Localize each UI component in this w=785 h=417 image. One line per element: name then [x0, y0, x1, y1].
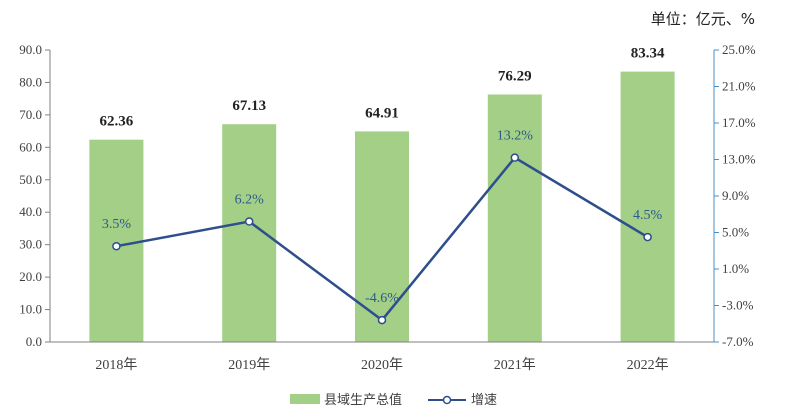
line-series: 3.5% 6.2% -4.6% 13.2% 4.5% — [102, 129, 663, 325]
bar-value-label: 83.34 — [631, 46, 665, 62]
line-value-label: 6.2% — [235, 193, 265, 208]
right-tick-label: 9.0% — [722, 188, 749, 203]
left-tick-label: 30.0 — [19, 237, 42, 252]
legend-line-label: 增速 — [471, 393, 497, 408]
right-tick-label: 1.0% — [722, 261, 749, 276]
left-tick-label: 20.0 — [19, 269, 42, 284]
legend-bar-swatch — [290, 394, 320, 404]
bar-value-label: 62.36 — [100, 114, 134, 130]
left-tick-label: 40.0 — [19, 204, 42, 219]
right-axis: -7.0% -3.0% 1.0% 5.0% 9.0% 13.0% 17.0% 21.0% 25.… — [713, 42, 756, 349]
line-point — [510, 153, 520, 162]
bar-value-label: 76.29 — [498, 68, 532, 84]
right-tick-label: 13.0% — [722, 152, 756, 167]
line-point — [244, 217, 254, 226]
legend: 县域生产总值 增速 — [290, 392, 497, 408]
bar — [620, 71, 675, 342]
left-tick-label: 80.0 — [19, 74, 42, 89]
right-tick-label: 25.0% — [722, 42, 756, 57]
category-axis: 2018年 2019年 2020年 2021年 2022年 — [50, 341, 714, 373]
right-tick-label: 21.0% — [722, 79, 756, 94]
line-value-label: 13.2% — [497, 129, 534, 144]
bar — [89, 139, 144, 342]
right-tick-label: 17.0% — [722, 115, 756, 130]
category-label: 2018年 — [95, 357, 137, 373]
category-label: 2021年 — [494, 357, 536, 373]
bar-value-label: 64.91 — [365, 105, 399, 121]
left-tick-label: 50.0 — [19, 172, 42, 187]
bar — [222, 124, 277, 343]
left-tick-label: 90.0 — [19, 42, 42, 57]
legend-bar-label: 县域生产总值 — [324, 392, 402, 408]
bar — [487, 94, 542, 343]
left-tick-label: 70.0 — [19, 107, 42, 122]
unit-label: 单位：亿元、% — [651, 10, 755, 28]
left-tick-label: 10.0 — [19, 302, 42, 317]
line-value-label: -4.6% — [365, 291, 399, 306]
left-axis: 0.0 10.0 20.0 30.0 40.0 50.0 60.0 70.0 80.0 90.0 — [19, 42, 51, 349]
category-label: 2020年 — [361, 357, 403, 373]
line-point — [643, 232, 652, 242]
line-point — [377, 315, 387, 325]
line-value-label: 3.5% — [102, 217, 132, 232]
line-value-label: 4.5% — [633, 208, 663, 223]
bar-value-label: 67.13 — [232, 98, 266, 114]
legend-line-marker — [442, 395, 452, 405]
left-tick-label: 60.0 — [19, 139, 42, 154]
bar-series: 62.36 67.13 64.91 76.29 83.34 — [89, 46, 675, 343]
line-point — [112, 241, 121, 251]
right-tick-label: 5.0% — [722, 225, 749, 240]
right-tick-label: -3.0% — [722, 298, 754, 313]
right-tick-label: -7.0% — [722, 334, 754, 349]
category-label: 2019年 — [228, 357, 270, 373]
category-label: 2022年 — [627, 357, 669, 373]
left-tick-label: 0.0 — [26, 334, 42, 349]
bar — [355, 131, 409, 342]
